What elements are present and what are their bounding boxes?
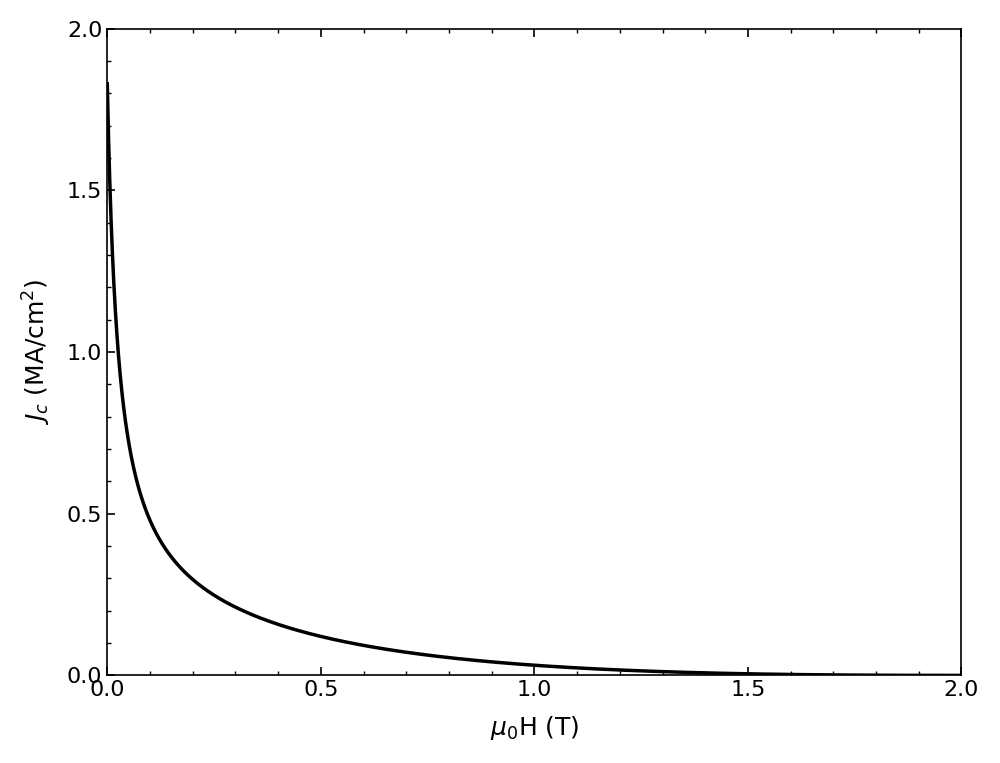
X-axis label: $\mu_0$H (T): $\mu_0$H (T)	[490, 714, 579, 742]
Y-axis label: $J_c$ (MA/cm$^2$): $J_c$ (MA/cm$^2$)	[21, 279, 53, 425]
